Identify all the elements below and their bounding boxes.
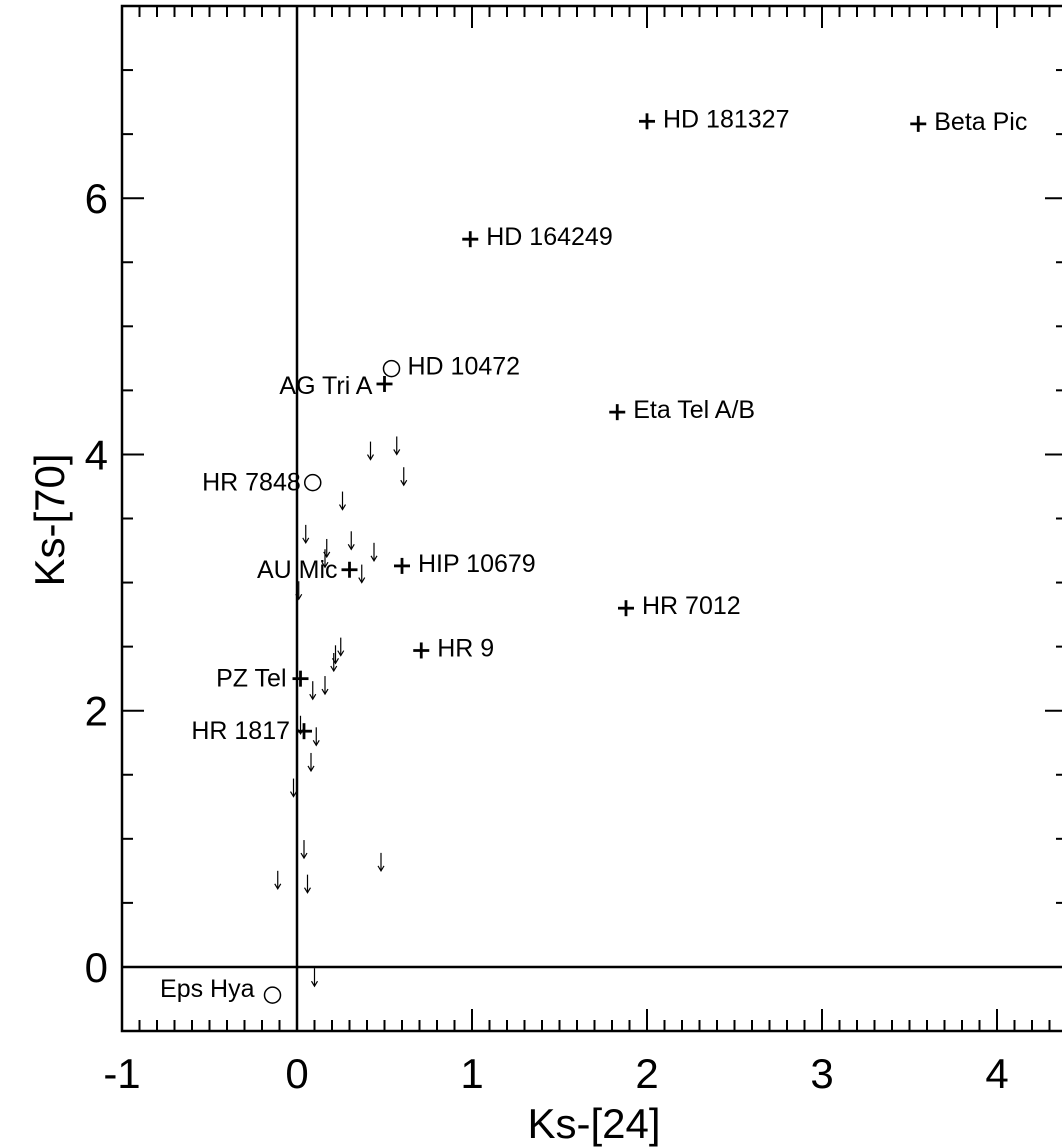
x-tick-label: 4	[985, 1050, 1008, 1097]
plus-point	[394, 557, 410, 574]
arrow-head	[366, 454, 375, 461]
upper-limit-arrow	[321, 549, 329, 569]
data-label: HIP 10679	[418, 550, 536, 578]
upper-limit-arrow	[321, 676, 329, 696]
arrow-head	[358, 577, 366, 584]
plus-point	[639, 113, 655, 130]
arrow-head	[300, 852, 308, 860]
upper-limit-arrow	[400, 467, 408, 487]
x-tick-label: -1	[103, 1050, 140, 1097]
plus-point	[910, 115, 927, 132]
upper-limit-arrow	[370, 542, 378, 562]
upper-limit-arrow	[295, 581, 303, 601]
arrow-head	[337, 650, 345, 657]
upper-limit-arrow	[302, 524, 310, 545]
arrow-head	[400, 479, 408, 487]
arrow-head	[302, 537, 310, 545]
upper-limit-arrow	[358, 564, 366, 584]
data-label: HD 181327	[663, 105, 789, 133]
upper-limit-arrow	[330, 653, 338, 673]
upper-limit-arrow	[347, 531, 355, 551]
arrow-head	[330, 665, 338, 673]
x-axis-label: Ks-[24]	[527, 1100, 660, 1147]
plus-point	[618, 600, 634, 617]
data-label: PZ Tel	[216, 665, 286, 693]
y-axis-label: Ks-[70]	[26, 453, 73, 586]
arrow-head	[307, 765, 315, 773]
plot-frame	[120, 4, 1062, 1033]
x-tick-label: 2	[635, 1050, 658, 1097]
arrow-head	[312, 740, 320, 747]
upper-limit-arrow	[303, 874, 312, 894]
arrow-head	[347, 543, 355, 551]
data-label: HR 9	[437, 634, 494, 662]
upper-limit-arrow	[393, 436, 401, 456]
upper-limit-arrow	[338, 491, 347, 511]
y-tick-label: 0	[85, 944, 108, 991]
arrow-head	[289, 791, 298, 798]
plus-point	[462, 231, 479, 248]
arrow-head	[309, 693, 317, 701]
data-label: Eps Hya	[160, 975, 255, 1003]
plus-point	[292, 670, 309, 687]
data-label: AG Tri A	[279, 372, 372, 400]
circle-point	[263, 986, 282, 1004]
reference-lines	[122, 6, 1062, 1031]
upper-limit-arrow	[366, 441, 375, 461]
upper-limit-arrow	[274, 870, 282, 890]
y-tick-label: 2	[85, 688, 108, 735]
upper-limit-arrow	[307, 752, 315, 773]
upper-limit-arrow	[309, 681, 317, 701]
arrow-head	[303, 887, 312, 894]
data-label: HD 10472	[408, 353, 521, 381]
upper-limit-arrow	[300, 840, 308, 860]
arrow-head	[310, 980, 319, 988]
arrow-head	[274, 883, 282, 890]
upper-limit-arrow	[310, 968, 319, 988]
plus-point	[609, 404, 626, 421]
y-tick-label: 4	[85, 431, 108, 478]
data-label: Beta Pic	[934, 108, 1027, 136]
arrow-head	[393, 449, 401, 456]
plus-point	[341, 561, 358, 578]
x-tick-label: 3	[810, 1050, 833, 1097]
arrow-head	[377, 865, 385, 873]
x-tick-label: 1	[460, 1050, 483, 1097]
upper-limit-arrow	[289, 778, 298, 798]
upper-limit-arrow	[337, 637, 345, 657]
circle-point	[304, 473, 322, 492]
arrow-head	[296, 728, 305, 735]
data-label: HR 7012	[642, 592, 741, 620]
plus-point	[413, 642, 430, 659]
upper-limit-arrow	[312, 727, 320, 747]
circle-point	[382, 359, 401, 378]
x-tick-label: 0	[285, 1050, 308, 1097]
arrow-head	[321, 561, 329, 569]
data-marks: HD 181327 Beta Pic HD 164249 AG Tri A Eta Te…	[160, 105, 1027, 1004]
data-label: HR 7848	[202, 469, 301, 497]
plus-point	[376, 375, 393, 392]
upper-limit-arrow	[296, 715, 305, 735]
data-label: Eta Tel A/B	[633, 396, 755, 424]
y-tick-label: 6	[85, 175, 108, 222]
axis-ticks	[121, 5, 1062, 1032]
upper-limit-arrow	[377, 852, 385, 873]
data-label: AU Mic	[257, 556, 338, 584]
arrow-head	[338, 504, 347, 511]
data-label: HD 164249	[486, 223, 612, 251]
arrow-head	[295, 593, 303, 601]
tick-labels: -1 0 1 2 3 4 0 2 4 6	[85, 175, 1009, 1097]
data-label: HR 1817	[191, 717, 290, 745]
arrow-head	[370, 555, 378, 562]
arrow-head	[321, 688, 329, 696]
